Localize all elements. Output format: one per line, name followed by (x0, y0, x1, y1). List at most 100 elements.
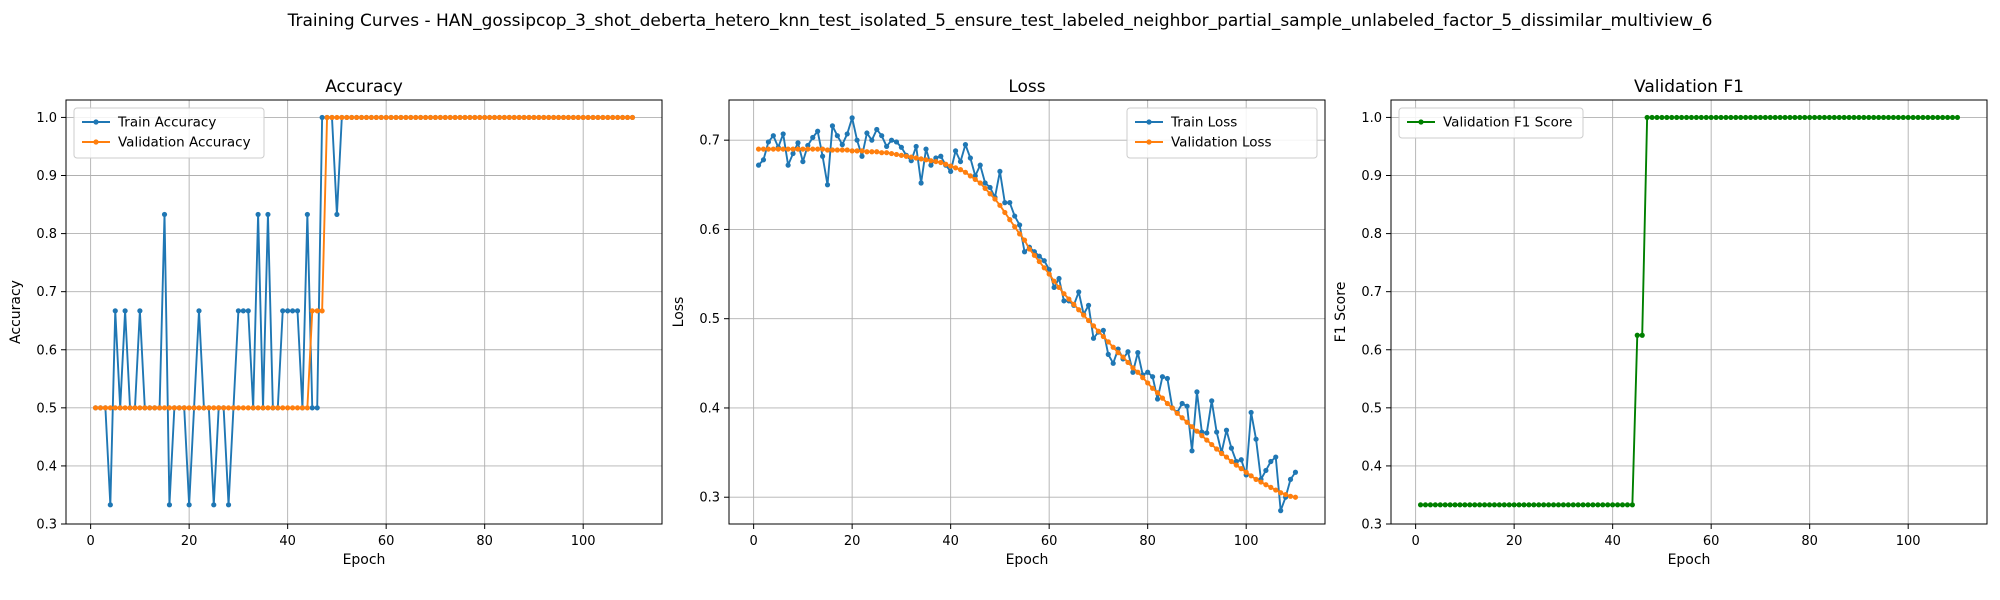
data-point (1580, 502, 1586, 508)
data-point (1125, 359, 1131, 366)
x-tick-label: 60 (1703, 534, 1720, 549)
data-point (1169, 405, 1175, 411)
data-point (1214, 446, 1220, 452)
data-point (1422, 502, 1429, 508)
data-point (1698, 114, 1704, 121)
data-point (265, 211, 271, 218)
data-point (1159, 395, 1166, 401)
data-point (1085, 302, 1092, 308)
data-point (1812, 114, 1818, 121)
data-point (1427, 502, 1433, 508)
data-point (166, 502, 173, 508)
data-point (1238, 466, 1244, 472)
data-point (1546, 502, 1552, 508)
chart-title: Loss (1008, 77, 1045, 97)
data-point (1268, 458, 1274, 465)
data-point (280, 405, 286, 411)
data-point (1634, 332, 1640, 338)
data-point (1204, 437, 1210, 443)
data-point (824, 147, 831, 153)
data-point (1905, 114, 1911, 121)
data-point (319, 308, 325, 314)
data-point (948, 163, 954, 169)
data-point (1432, 502, 1438, 508)
data-point (487, 114, 493, 121)
data-point (923, 157, 929, 163)
data-point (1723, 114, 1729, 121)
data-point (294, 405, 301, 411)
data-point (1920, 114, 1926, 121)
legend-box (73, 107, 265, 159)
data-point (790, 150, 796, 157)
data-point (1718, 114, 1724, 121)
data-point (962, 169, 969, 175)
data-point (334, 211, 340, 218)
data-point (903, 153, 909, 159)
data-point (526, 114, 532, 121)
data-point (1871, 114, 1877, 121)
data-point (1223, 427, 1230, 433)
data-point (285, 405, 291, 411)
data-point (580, 114, 586, 121)
x-axis-label: Epoch (1006, 552, 1049, 568)
data-point (1481, 502, 1488, 508)
data-point (1046, 271, 1052, 277)
data-point (844, 147, 850, 153)
data-point (1688, 114, 1695, 121)
data-point (1115, 350, 1121, 356)
data-point (933, 158, 939, 165)
data-point (107, 502, 113, 508)
data-point (815, 128, 821, 134)
data-point (363, 114, 370, 121)
data-point (477, 114, 483, 121)
x-tick-label: 0 (86, 534, 94, 549)
data-point (854, 148, 860, 154)
data-point (967, 173, 973, 179)
data-point (913, 155, 919, 161)
data-point (1100, 333, 1106, 340)
data-point (780, 131, 786, 137)
data-point (1447, 502, 1453, 508)
data-point (1452, 502, 1458, 508)
data-point (181, 405, 187, 411)
data-point (967, 155, 973, 161)
data-point (987, 184, 993, 191)
data-point (590, 114, 596, 121)
legend-marker (93, 119, 99, 125)
data-point (1600, 502, 1606, 508)
data-point (1002, 200, 1008, 206)
y-tick-label: 0.8 (1361, 227, 1382, 242)
data-point (216, 405, 222, 411)
data-point (1925, 114, 1931, 121)
data-point (255, 211, 261, 218)
data-point (260, 405, 266, 411)
data-point (122, 405, 128, 411)
data-point (795, 140, 801, 146)
data-point (1061, 298, 1067, 304)
data-point (235, 308, 241, 314)
data-point (834, 147, 840, 153)
chart-panel-3: 0 20 40 60 80 100 0.3 0.4 0.5 0.6 0.7 0.8 0.9 1.0 Vali… (1333, 77, 1988, 568)
legend-label: Train Loss (1170, 115, 1237, 131)
x-tick-label: 40 (942, 534, 959, 549)
data-point (765, 146, 772, 152)
data-point (869, 137, 875, 143)
data-point (211, 502, 217, 508)
data-point (824, 182, 831, 188)
x-tick-label: 20 (844, 534, 861, 549)
data-point (496, 114, 503, 121)
data-point (928, 162, 934, 168)
data-point (132, 405, 138, 411)
chart-panel-2: 0 20 40 60 80 100 0.3 0.4 0.5 0.6 0.7 Loss Epoch Loss… (671, 77, 1326, 568)
data-point (1619, 502, 1626, 508)
data-point (551, 114, 557, 121)
data-point (521, 114, 527, 121)
data-point (1437, 502, 1443, 508)
data-point (280, 308, 286, 314)
data-point (1841, 114, 1847, 121)
data-point (1007, 200, 1013, 206)
data-point (1457, 502, 1463, 508)
data-point (1056, 275, 1062, 282)
data-point (849, 115, 855, 121)
y-tick-label: 0.3 (699, 491, 720, 506)
